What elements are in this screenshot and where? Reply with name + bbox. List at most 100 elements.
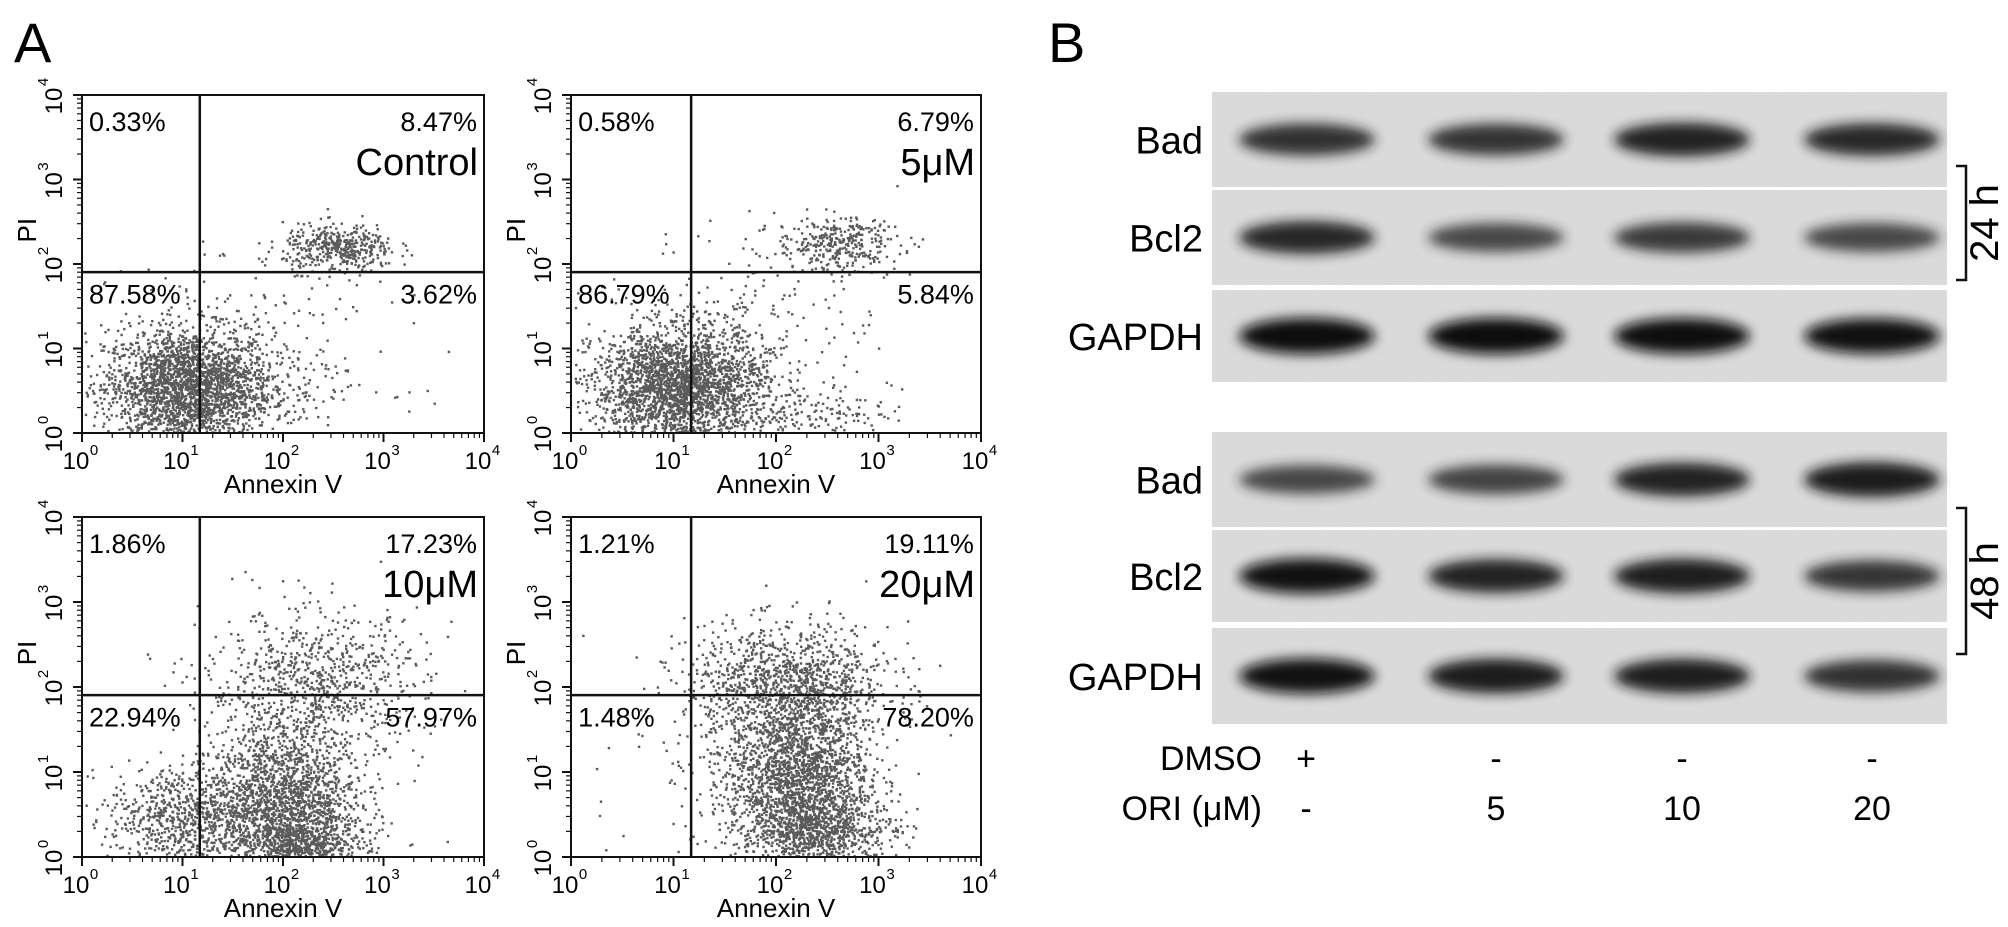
ori-row-label: ORI (μM) — [1122, 790, 1262, 828]
blot-strip: Bad — [1135, 92, 1947, 187]
protein-band — [1428, 464, 1564, 495]
y-tick-label: 10 — [530, 850, 557, 877]
time-bracket: 48 h — [1956, 506, 2007, 656]
panel-a-letter: A — [14, 11, 52, 74]
protein-band — [1428, 559, 1564, 593]
quadrant-percent: 22.94% — [89, 703, 181, 733]
condition-title: Control — [356, 142, 479, 184]
protein-band — [1804, 660, 1940, 692]
x-tick-label: 10 — [859, 448, 886, 475]
x-tick-exponent: 2 — [291, 866, 299, 883]
quadrant-percent: 5.84% — [897, 279, 974, 309]
x-tick-exponent: 3 — [391, 866, 399, 883]
x-axis-label: Annexin V — [224, 893, 343, 923]
y-tick-exponent: 1 — [524, 755, 541, 763]
y-tick-exponent: 3 — [35, 585, 52, 593]
quadrant-percent: 8.47% — [400, 107, 477, 137]
dot-cloud — [85, 560, 467, 858]
x-tick-label: 10 — [63, 872, 90, 899]
y-tick-exponent: 3 — [524, 585, 541, 593]
band-label: Bcl2 — [1129, 557, 1203, 599]
x-tick-exponent: 0 — [90, 442, 98, 459]
y-tick-label: 10 — [530, 341, 557, 368]
time-label: 48 h — [1963, 542, 2007, 620]
protein-band — [1428, 658, 1564, 694]
x-tick-label: 10 — [264, 872, 291, 899]
x-tick-exponent: 0 — [579, 442, 587, 459]
protein-band — [1239, 465, 1375, 494]
protein-band — [1428, 223, 1564, 252]
condition-title: 5μM — [900, 142, 975, 184]
condition-title: 10μM — [382, 564, 478, 606]
time-label: 24 h — [1963, 184, 2007, 262]
x-tick-label: 10 — [654, 448, 681, 475]
y-tick-label: 10 — [41, 341, 68, 368]
x-tick-exponent: 0 — [90, 866, 98, 883]
y-tick-exponent: 1 — [35, 755, 52, 763]
y-tick-label: 10 — [41, 765, 68, 792]
western-blot-panel: Bad Bcl2 GAPDH Bad Bcl2 GAPDH 24 h 48 h — [1068, 92, 2007, 724]
protein-band — [1239, 318, 1375, 354]
protein-band — [1614, 558, 1750, 594]
y-tick-label: 10 — [530, 426, 557, 453]
x-tick-label: 10 — [552, 872, 579, 899]
condition-title: 20μM — [879, 564, 975, 606]
y-tick-exponent: 4 — [35, 78, 52, 86]
y-tick-label: 10 — [41, 850, 68, 877]
quadrant-percent: 1.21% — [578, 529, 655, 559]
dmso-lane-4: - — [1866, 740, 1877, 778]
x-tick-exponent: 1 — [681, 866, 689, 883]
protein-band — [1804, 318, 1940, 354]
band-label: Bcl2 — [1129, 219, 1203, 261]
x-axis-label: Annexin V — [717, 893, 836, 923]
y-tick-label: 10 — [41, 426, 68, 453]
quadrant-percent: 19.11% — [884, 529, 974, 559]
y-axis-label: PI — [501, 218, 531, 243]
quadrant-percent: 17.23% — [385, 529, 477, 559]
y-tick-exponent: 4 — [524, 78, 541, 86]
x-tick-label: 10 — [364, 872, 391, 899]
dmso-lane-1: + — [1296, 740, 1316, 778]
quadrant-percent: 3.62% — [400, 279, 477, 309]
quadrant-percent: 1.48% — [578, 703, 655, 733]
y-tick-label: 10 — [530, 595, 557, 622]
y-axis-label: PI — [12, 641, 42, 666]
x-tick-exponent: 3 — [886, 442, 894, 459]
quadrant-percent: 6.79% — [897, 107, 974, 137]
y-tick-exponent: 3 — [35, 162, 52, 170]
y-tick-label: 10 — [530, 680, 557, 707]
quadrant-percent: 87.58% — [89, 279, 181, 309]
x-tick-label: 10 — [163, 448, 190, 475]
blot-strip: Bcl2 — [1129, 190, 1947, 285]
protein-band — [1428, 318, 1564, 354]
protein-band — [1239, 658, 1375, 694]
quadrant-percent: 0.33% — [89, 107, 166, 137]
x-tick-exponent: 3 — [886, 866, 894, 883]
x-tick-label: 10 — [465, 872, 492, 899]
x-tick-label: 10 — [757, 872, 784, 899]
protein-band — [1804, 123, 1940, 156]
y-tick-label: 10 — [41, 172, 68, 199]
y-tick-exponent: 4 — [35, 500, 52, 508]
band-label: GAPDH — [1068, 317, 1203, 359]
bracket-line — [1956, 506, 1968, 656]
x-tick-label: 10 — [757, 448, 784, 475]
x-tick-label: 10 — [163, 872, 190, 899]
y-tick-exponent: 2 — [35, 247, 52, 255]
y-tick-exponent: 3 — [524, 162, 541, 170]
dmso-lane-2: - — [1490, 740, 1501, 778]
bracket-line — [1956, 164, 1968, 282]
quadrant-percent: 57.97% — [385, 703, 477, 733]
x-tick-exponent: 2 — [784, 866, 792, 883]
x-tick-label: 10 — [63, 448, 90, 475]
y-tick-label: 10 — [530, 88, 557, 115]
protein-band — [1804, 560, 1940, 592]
protein-band — [1804, 462, 1940, 497]
quadrant-percent: 1.86% — [89, 529, 166, 559]
x-tick-label: 10 — [465, 448, 492, 475]
y-tick-exponent: 0 — [524, 840, 541, 848]
protein-band — [1239, 558, 1375, 594]
